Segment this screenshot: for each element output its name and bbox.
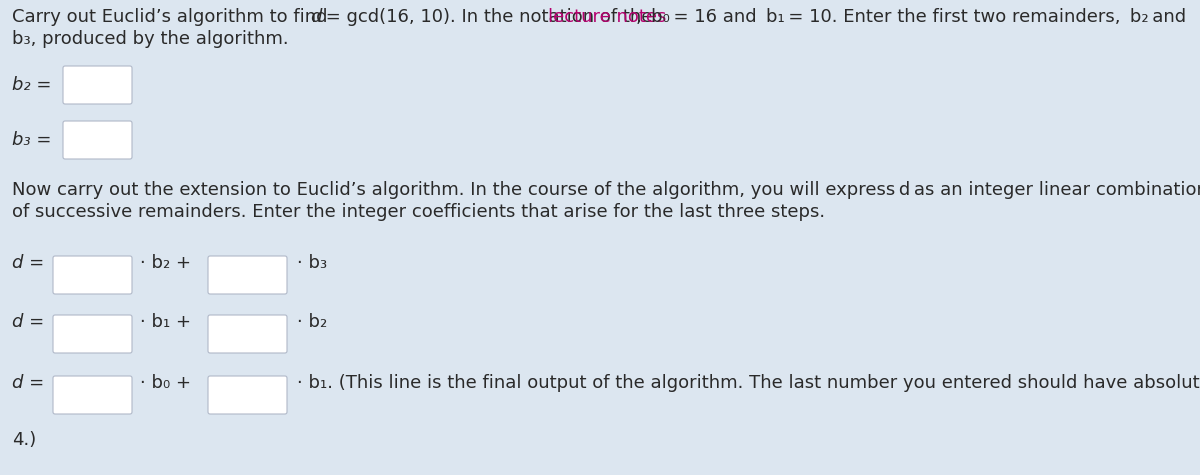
FancyBboxPatch shape	[53, 376, 132, 414]
Text: b₃, produced by the algorithm.: b₃, produced by the algorithm.	[12, 30, 289, 48]
Text: d =: d =	[12, 374, 44, 392]
Text: = gcd(16, 10). In the notation of the: = gcd(16, 10). In the notation of the	[320, 8, 658, 26]
Text: · b₁ +: · b₁ +	[140, 313, 191, 331]
FancyBboxPatch shape	[208, 256, 287, 294]
Text: 4.): 4.)	[12, 431, 36, 449]
FancyBboxPatch shape	[64, 121, 132, 159]
Text: ,  b₀ = 16 and  b₁ = 10. Enter the first two remainders,  b₂ and: , b₀ = 16 and b₁ = 10. Enter the first t…	[636, 8, 1186, 26]
Text: b₂ =: b₂ =	[12, 76, 52, 94]
Text: Now carry out the extension to Euclid’s algorithm. In the course of the algorith: Now carry out the extension to Euclid’s …	[12, 181, 1200, 199]
Text: · b₂ +: · b₂ +	[140, 254, 191, 272]
Text: · b₂: · b₂	[298, 313, 328, 331]
FancyBboxPatch shape	[53, 256, 132, 294]
Text: d =: d =	[12, 313, 44, 331]
Text: · b₃: · b₃	[298, 254, 328, 272]
FancyBboxPatch shape	[64, 66, 132, 104]
FancyBboxPatch shape	[53, 315, 132, 353]
Text: d =: d =	[12, 254, 44, 272]
FancyBboxPatch shape	[208, 315, 287, 353]
Text: b₃ =: b₃ =	[12, 131, 52, 149]
Text: · b₀ +: · b₀ +	[140, 374, 191, 392]
Text: Carry out Euclid’s algorithm to find: Carry out Euclid’s algorithm to find	[12, 8, 334, 26]
FancyBboxPatch shape	[208, 376, 287, 414]
Text: lecture notes: lecture notes	[548, 8, 666, 26]
Text: of successive remainders. Enter the integer coefficients that arise for the last: of successive remainders. Enter the inte…	[12, 203, 826, 221]
Text: d: d	[310, 8, 322, 26]
Text: · b₁. (This line is the final output of the algorithm. The last number you enter: · b₁. (This line is the final output of …	[298, 374, 1200, 392]
